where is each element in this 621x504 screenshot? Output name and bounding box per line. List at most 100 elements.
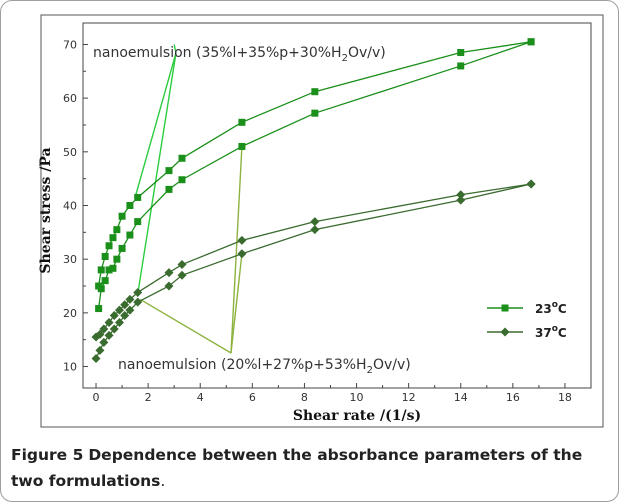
- square-marker: [95, 282, 103, 290]
- y-tick-label: 10: [63, 361, 77, 374]
- diamond-marker: [526, 179, 536, 189]
- square-marker: [95, 305, 103, 313]
- diamond-marker: [237, 249, 247, 259]
- square-marker: [105, 242, 113, 250]
- square-marker: [501, 304, 509, 312]
- square-marker: [311, 88, 319, 96]
- diamond-marker: [125, 294, 135, 304]
- annotations: nanoemulsion (35%l+35%p+30%H2Ov/v) nanoem…: [93, 45, 411, 376]
- diamond-marker: [120, 300, 130, 310]
- square-marker: [118, 212, 126, 220]
- square-marker: [178, 154, 186, 162]
- y-tick-label: 50: [63, 146, 77, 159]
- figure-caption-end: .: [160, 472, 166, 490]
- diamond-marker: [99, 324, 109, 334]
- x-tick-label: 4: [197, 391, 204, 404]
- diamond-marker: [91, 353, 101, 363]
- series-diamond: [91, 179, 536, 363]
- square-marker: [238, 118, 246, 126]
- diamond-marker: [95, 345, 105, 355]
- y-tick-label: 70: [63, 38, 77, 51]
- square-marker: [118, 244, 126, 252]
- y-tick-label: 30: [63, 253, 77, 266]
- x-tick-label: 0: [93, 391, 100, 404]
- legend-label: 37oC: [535, 324, 567, 340]
- x-tick-label: 18: [558, 391, 572, 404]
- annotation-label: nanoemulsion (20%l+27%p+53%H2Ov/v): [118, 357, 411, 376]
- diamond-marker: [104, 318, 114, 328]
- diamond-marker: [133, 297, 143, 307]
- diamond-marker: [177, 260, 187, 270]
- diamond-marker: [104, 330, 114, 340]
- legend: 23oC 37oC: [487, 300, 567, 340]
- figure-label: Figure 5: [11, 446, 84, 464]
- y-tick-label: 60: [63, 92, 77, 105]
- diamond-marker: [500, 327, 510, 337]
- square-marker: [134, 218, 142, 226]
- x-tick-label: 12: [402, 391, 416, 404]
- annotation-pointer-line: [134, 52, 177, 198]
- annotation-pointer-line: [173, 44, 177, 54]
- diamond-marker: [456, 195, 466, 205]
- square-marker: [113, 255, 121, 263]
- diamond-marker: [164, 281, 174, 291]
- square-marker: [126, 202, 134, 209]
- y-axis-label: Shear stress /Pa: [38, 147, 54, 273]
- diamond-marker: [310, 225, 320, 235]
- annotation-pointer-line: [139, 298, 232, 354]
- annotation-pointers: [134, 44, 243, 354]
- square-marker: [527, 38, 535, 46]
- square-marker: [113, 226, 121, 234]
- y-tick-label: 20: [63, 307, 77, 320]
- diamond-marker: [109, 324, 119, 334]
- figure-title: Dependence between the absorbance parame…: [11, 446, 583, 490]
- square-marker: [126, 231, 134, 239]
- diamond-marker: [120, 311, 130, 321]
- diamond-marker: [456, 190, 466, 200]
- diamond-marker: [114, 318, 124, 328]
- square-marker: [101, 252, 109, 260]
- axes: 0 2 4 6 8 10 12 14 16 18 10 20 30 40 50 60 70 Shear rate …: [38, 38, 572, 424]
- x-tick-label: 6: [249, 391, 256, 404]
- diamond-marker: [114, 305, 124, 315]
- diamond-marker: [310, 217, 320, 227]
- square-marker: [311, 109, 319, 117]
- square-marker: [238, 142, 246, 150]
- x-tick-label: 8: [301, 391, 308, 404]
- square-marker: [457, 62, 465, 70]
- square-marker: [97, 266, 105, 274]
- square-marker: [101, 277, 109, 285]
- x-tick-label: 2: [145, 391, 152, 404]
- annotation-pointer-line: [137, 52, 177, 295]
- annotation-pointer-line: [230, 146, 243, 354]
- square-marker: [105, 266, 113, 274]
- x-tick-label: 16: [506, 391, 520, 404]
- x-tick-label: 10: [350, 391, 364, 404]
- diamond-marker: [95, 329, 105, 339]
- diamond-marker: [177, 270, 187, 280]
- square-marker: [165, 185, 173, 193]
- series-square: [95, 38, 535, 313]
- legend-label: 23oC: [535, 300, 567, 316]
- diamond-marker: [99, 337, 109, 347]
- annotation-label: nanoemulsion (35%l+35%p+30%H2Ov/v): [93, 45, 386, 64]
- diamond-marker: [109, 311, 119, 321]
- y-tick-label: 40: [63, 200, 77, 213]
- diamond-marker: [237, 235, 247, 245]
- chart: 0 2 4 6 8 10 12 14 16 18 10 20 30 40 50 60 70 Shear rate …: [38, 14, 604, 428]
- square-marker: [109, 234, 117, 242]
- diamond-marker: [125, 305, 135, 315]
- square-marker: [457, 49, 465, 57]
- series-layer: [91, 38, 536, 363]
- square-marker: [109, 264, 117, 272]
- diamond-marker: [164, 268, 174, 278]
- square-marker: [178, 176, 186, 184]
- diamond-marker: [133, 287, 143, 297]
- x-tick-label: 14: [454, 391, 468, 404]
- square-marker: [134, 193, 142, 201]
- square-marker: [165, 167, 173, 175]
- x-axis-label: Shear rate /(1/s): [293, 408, 421, 424]
- figure-caption: Figure 5 Dependence between the absorban…: [11, 442, 611, 494]
- annotation-pointer-line: [230, 253, 243, 354]
